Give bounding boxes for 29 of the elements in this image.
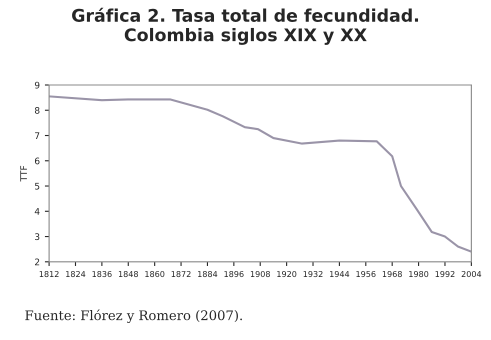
y-tick-label: 8 xyxy=(34,106,40,114)
y-tick-label: 2 xyxy=(34,258,40,266)
x-tick-label: 1932 xyxy=(304,270,322,278)
x-tick-label: 1848 xyxy=(118,270,138,278)
x-tick-label: 1872 xyxy=(172,270,190,278)
x-tick-label: 1920 xyxy=(277,270,296,278)
y-tick-label: 6 xyxy=(34,158,40,164)
x-tick-label: 1908 xyxy=(250,270,270,278)
x-tick-label: 2004 xyxy=(462,270,482,278)
source-note: Fuente: Flórez y Romero (2007). xyxy=(25,310,242,323)
x-tick-label: 1968 xyxy=(382,270,402,278)
y-tick-label: 9 xyxy=(34,82,40,89)
y-axis-title: TTF xyxy=(20,166,27,182)
y-tick-label: 5 xyxy=(35,182,40,190)
x-tick-label: 1884 xyxy=(198,270,218,278)
x-tick-label: 1860 xyxy=(145,270,164,278)
line-series xyxy=(49,95,472,253)
x-tick-label: 1944 xyxy=(330,270,350,278)
x-tick-label: 1992 xyxy=(436,270,454,278)
chart-title: Gráfica 2. Tasa total de fecundidad. Colombia siglos XIX y XX xyxy=(72,8,418,45)
x-tick-label: 1812 xyxy=(40,270,59,278)
x-tick-label: 1824 xyxy=(66,270,86,278)
x-tick-label: 1896 xyxy=(224,270,244,278)
y-tick-label: 4 xyxy=(34,208,40,215)
x-tick-label: 1836 xyxy=(92,270,112,278)
x-tick-label: 1980 xyxy=(409,270,428,278)
y-tick-label: 7 xyxy=(35,132,40,139)
x-tick-label: 1956 xyxy=(356,270,376,278)
y-tick-label: 3 xyxy=(35,233,40,240)
